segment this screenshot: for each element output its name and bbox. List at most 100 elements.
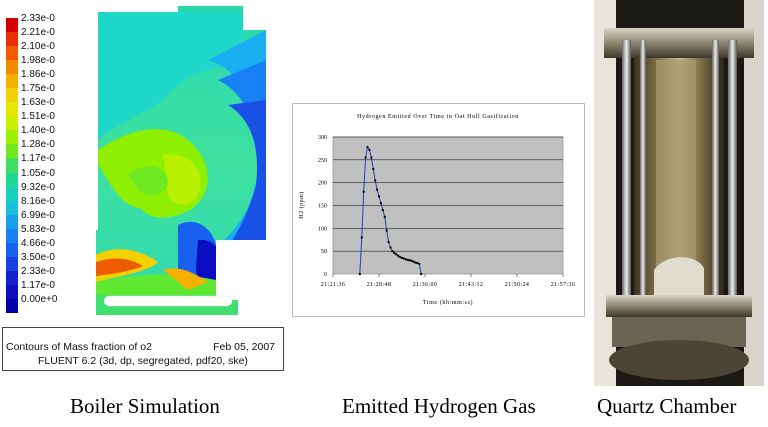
colorbar-swatch — [6, 298, 18, 313]
hydrogen-line-chart: Hydrogen Emitted Over Time in Oat Hull G… — [298, 113, 576, 306]
x-tick-label: 21:21:36 — [321, 282, 346, 288]
y-tick-label: 0 — [324, 272, 327, 278]
data-point — [366, 146, 369, 149]
contour-caption-box: Contours of Mass fraction of o2 Feb 05, … — [2, 327, 284, 371]
caption-solver: FLUENT 6.2 (3d, dp, segregated, pdf20, s… — [38, 355, 248, 367]
chart-title: Hydrogen Emitted Over Time in Oat Hull G… — [357, 113, 519, 120]
data-point — [368, 148, 371, 151]
colorbar-label: 1.98e-0 — [21, 55, 55, 67]
y-axis-label: H2 (ppm) — [298, 191, 305, 219]
data-point — [418, 262, 421, 265]
data-point — [362, 190, 365, 193]
colorbar-label: 0.00e+0 — [21, 293, 58, 305]
data-point — [406, 258, 409, 261]
x-tick-label: 21:50:24 — [505, 282, 530, 288]
y-tick-label: 50 — [321, 249, 327, 255]
data-point — [389, 246, 392, 249]
data-point — [393, 251, 396, 254]
colorbar-swatch — [6, 270, 18, 285]
quartz-chamber-image — [594, 0, 764, 386]
x-tick-label: 21:28:48 — [367, 282, 392, 288]
x-tick-label: 21:43:12 — [459, 282, 484, 288]
colorbar-label: 1.17e-0 — [21, 153, 55, 165]
colorbar-label: 2.33e-0 — [21, 13, 55, 24]
data-point — [414, 261, 417, 264]
colorbar-label: 3.50e-0 — [21, 251, 55, 263]
data-point — [381, 209, 384, 212]
data-point — [395, 253, 398, 256]
data-point — [401, 257, 403, 260]
hydrogen-chart-panel: Hydrogen Emitted Over Time in Oat Hull G… — [292, 103, 585, 317]
data-point — [402, 257, 405, 260]
data-point — [416, 262, 419, 265]
x-tick-label: 21:36:00 — [413, 282, 438, 288]
colorbar-label: 1.40e-0 — [21, 125, 55, 137]
colorbar-label: 1.75e-0 — [21, 83, 55, 95]
colorbar-label: 2.21e-0 — [21, 27, 55, 39]
y-tick-label: 100 — [318, 226, 327, 232]
colorbar-swatch — [6, 74, 18, 89]
data-point — [385, 229, 388, 232]
caption-quartz-chamber: Quartz Chamber — [597, 394, 737, 418]
quartz-chamber-photo — [594, 0, 764, 386]
data-point — [391, 250, 394, 253]
data-point — [410, 259, 413, 262]
colorbar-label: 4.66e-0 — [21, 237, 55, 249]
colorbar-swatch — [6, 88, 18, 103]
colorbar-label: 1.86e-0 — [21, 69, 55, 81]
data-point — [397, 254, 400, 257]
data-point — [420, 273, 423, 275]
colorbar-label: 9.32e-0 — [21, 181, 55, 193]
colorbar-swatch — [6, 200, 18, 215]
colorbar-swatch — [6, 158, 18, 173]
colorbar-swatch — [6, 46, 18, 61]
y-tick-label: 250 — [318, 158, 327, 164]
data-point — [383, 215, 386, 218]
colorbar-legend — [6, 18, 18, 313]
colorbar-swatch — [6, 102, 18, 117]
data-point — [404, 258, 407, 261]
data-point — [412, 260, 415, 263]
colorbar-swatch — [6, 284, 18, 299]
colorbar-label: 8.16e-0 — [21, 195, 55, 207]
x-axis-label: Time (hh:mm:ss) — [423, 299, 473, 306]
data-point — [378, 195, 380, 198]
colorbar-label: 1.05e-0 — [21, 167, 55, 179]
data-point — [408, 259, 411, 262]
colorbar-swatch — [6, 60, 18, 75]
colorbar-swatch — [6, 130, 18, 145]
colorbar-swatch — [6, 214, 18, 229]
boiler-simulation-panel: 2.33e-0 2.21e-0 2.10e-0 1.98e-0 1.86e-0 1.75e… — [0, 0, 290, 380]
colorbar-swatch — [6, 256, 18, 271]
x-tick-label: 21:57:36 — [551, 282, 576, 288]
caption-date: Feb 05, 2007 — [213, 341, 275, 353]
colorbar-label: 2.33e-0 — [21, 265, 55, 277]
colorbar-label: 5.83e-0 — [21, 223, 55, 235]
caption-emitted-hydrogen: Emitted Hydrogen Gas — [342, 394, 536, 418]
caption-boiler-simulation: Boiler Simulation — [70, 394, 220, 418]
y-tick-label: 300 — [318, 135, 327, 141]
colorbar-swatch — [6, 18, 18, 33]
data-point — [399, 256, 402, 259]
data-point — [370, 156, 373, 159]
colorbar-swatch — [6, 32, 18, 47]
colorbar-swatch — [6, 144, 18, 159]
data-point — [387, 241, 390, 244]
data-point — [379, 202, 382, 205]
y-tick-label: 200 — [318, 181, 327, 187]
colorbar-swatch — [6, 172, 18, 187]
data-point — [374, 179, 377, 182]
colorbar-label: 1.63e-0 — [21, 97, 55, 109]
data-point — [358, 273, 361, 275]
colorbar-label: 1.51e-0 — [21, 111, 55, 123]
colorbar-label: 6.99e-0 — [21, 209, 55, 221]
colorbar-swatch — [6, 186, 18, 201]
data-point — [360, 236, 363, 239]
colorbar-swatch — [6, 242, 18, 257]
colorbar-swatch — [6, 228, 18, 243]
data-point — [364, 156, 367, 159]
y-tick-label: 150 — [318, 204, 327, 210]
colorbar-swatch — [6, 116, 18, 131]
data-point — [372, 167, 375, 170]
caption-title: Contours of Mass fraction of o2 — [6, 341, 152, 353]
